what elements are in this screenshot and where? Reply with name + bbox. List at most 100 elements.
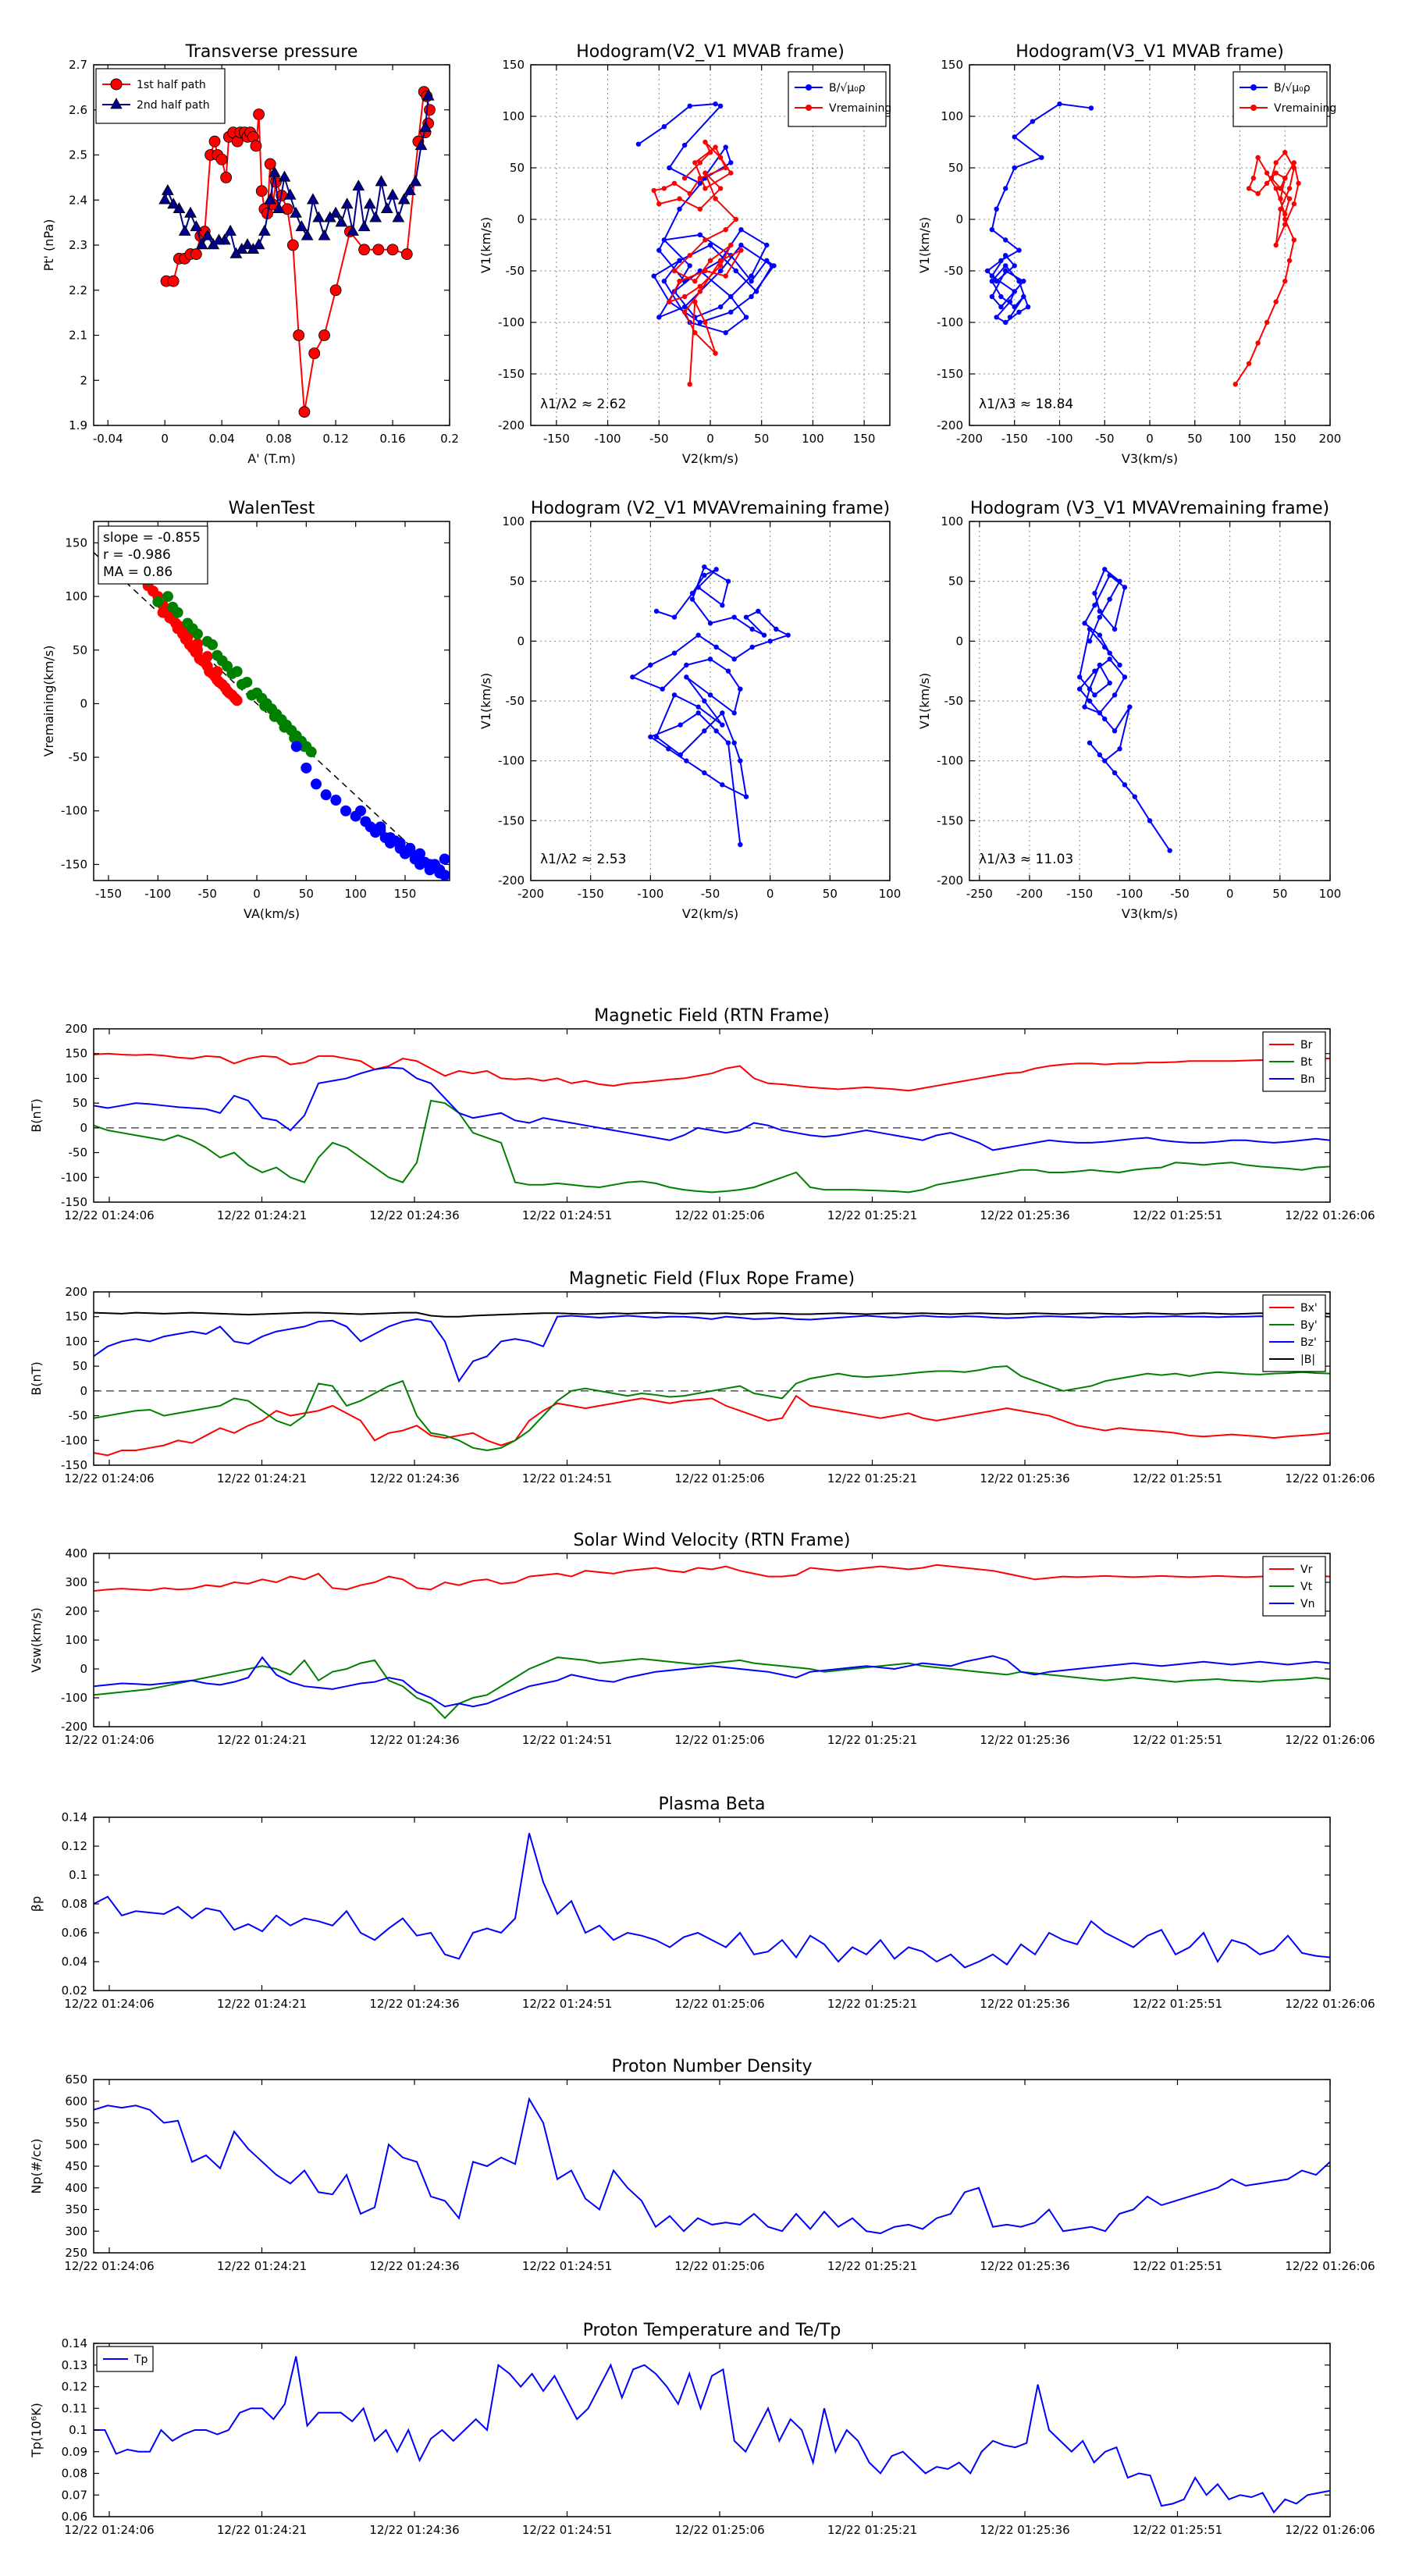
b_rtn-plot-area	[94, 1029, 1330, 1202]
walen-series-0-point	[157, 607, 169, 618]
walen-ytick-label: -150	[61, 857, 87, 871]
h4-series-0-point	[1097, 662, 1103, 668]
pt-series-1-point	[235, 242, 248, 254]
walen-series-2-point	[355, 805, 366, 817]
vsw-ytick-label: 0	[80, 1662, 87, 1676]
h4-ytick-label: 0	[955, 634, 963, 648]
pt-series-0-point	[250, 140, 262, 152]
walen-series-2-point	[375, 821, 386, 833]
h2-legend-label: B/√μ₀ρ	[1274, 82, 1311, 94]
h4-xtick-label: -150	[1066, 887, 1093, 901]
walen-series-1-point	[167, 601, 179, 613]
h3-ytick-label: 100	[502, 514, 525, 528]
tp-ytick-label: 0.11	[62, 2401, 87, 2415]
pt-series-0-point	[372, 244, 385, 256]
b_fr-xtick-label: 12/22 01:24:36	[369, 1471, 459, 1485]
h1-series-1-point	[651, 187, 656, 194]
h3-ytick-label: -50	[506, 694, 525, 708]
h4-ytick-label: -200	[937, 873, 963, 888]
np-xtick-label: 12/22 01:25:36	[980, 2259, 1069, 2273]
h4-xtick-label: -50	[1170, 887, 1190, 901]
pt-series-0-point	[386, 244, 399, 256]
h1-xtick-label: -50	[649, 432, 669, 446]
beta-ytick-label: 0.04	[62, 1955, 87, 1969]
h4-series-0-point	[1092, 590, 1097, 596]
h2-series-0-point	[1012, 289, 1017, 294]
pt-series-1-point	[295, 220, 308, 232]
h2-series-1-point	[1246, 361, 1252, 366]
h2-series-1-point	[1282, 279, 1288, 284]
h2-series-1-point	[1282, 212, 1288, 217]
pt-series-0-point	[215, 153, 228, 165]
beta-xtick-label: 12/22 01:24:36	[369, 1997, 459, 2011]
h1-series-0-point	[707, 242, 713, 248]
h1-ytick-label: 0	[517, 212, 525, 226]
vsw-legend-label: Vn	[1300, 1598, 1314, 1610]
b_fr-ytick-label: -50	[69, 1409, 88, 1423]
h4-ytick-label: -50	[944, 694, 964, 708]
h1-series-0-point	[753, 289, 759, 294]
h3-series-0-point	[738, 686, 743, 692]
h4-xtick-label: -200	[1016, 887, 1043, 901]
h1-series-0-point	[667, 165, 672, 171]
b_fr-data	[94, 1311, 1330, 1457]
walen-series-0-point	[231, 695, 243, 706]
h2-series-0-point	[989, 294, 995, 300]
walen-series-0-point	[192, 638, 203, 649]
h2-series-1-point	[1255, 190, 1261, 197]
walen-series-1-point	[298, 741, 310, 753]
h4-series-0-point	[1107, 572, 1112, 578]
walen-ytick-label: 150	[65, 535, 87, 550]
h1-series-0-point	[661, 124, 667, 130]
h3-series-0-point	[648, 662, 653, 668]
h1-series-0-point	[677, 206, 682, 212]
h1-series-1-point	[677, 196, 682, 201]
beta-panel: 0.02 0.04 0.06 0.08 0.1 0.12 0.14 12/22 01:24:0…	[29, 1795, 1375, 2011]
h1-series-0-point	[728, 294, 734, 300]
h2-series-0-point	[1003, 263, 1008, 269]
h4-xtick-label: 0	[1226, 887, 1234, 901]
tp-series-0-line	[94, 2356, 1330, 2514]
b_rtn-ytick-label: 150	[65, 1047, 87, 1061]
np-plot-area	[94, 2080, 1330, 2253]
walen-series-0-point	[212, 666, 223, 678]
pt-series-1-point	[392, 211, 405, 222]
walen-series-2-point	[434, 864, 446, 876]
np-xtick-label: 12/22 01:24:06	[64, 2259, 154, 2273]
h3-series-0-point	[774, 626, 779, 632]
h2-series-1-point	[1286, 196, 1293, 201]
h2-panel: -200 -150 -100 -50 0 50 100 150 200 -200 -150 -100 -…	[917, 42, 1341, 466]
h1-series-0-point	[687, 263, 692, 269]
pt-series-1-point	[340, 197, 354, 209]
h1-series-1-point	[702, 139, 708, 145]
pt-xlabel: A' (T.m)	[247, 451, 295, 466]
tp-xtick-label: 12/22 01:26:06	[1285, 2523, 1375, 2537]
tp-ytick-label: 0.06	[62, 2510, 87, 2524]
h2-series-1-point	[1286, 186, 1293, 191]
np-ytick-label: 650	[65, 2073, 87, 2087]
h3-ylabel: V1(km/s)	[478, 673, 493, 729]
h3-series-0-point	[660, 686, 665, 692]
pt-series-1-point	[380, 201, 393, 214]
walen-textbox-line: r = -0.986	[103, 547, 171, 563]
h1-xlabel: V2(km/s)	[682, 451, 738, 466]
walen-series-2-point	[424, 859, 436, 870]
h1-series-1-point	[723, 273, 728, 279]
h2-series-0-point	[994, 315, 999, 320]
pt-ytick-label: 1.9	[69, 418, 87, 432]
pt-panel: -0.04 0 0.04 0.08 0.12 0.16 0.2 1.9 2 2.1 2.2 2.3 2.…	[41, 42, 459, 466]
h2-series-1-point	[1273, 242, 1279, 248]
pt-ytick-label: 2.5	[69, 148, 87, 162]
walen-series-1-point	[162, 591, 173, 603]
h2-ytick-label: 100	[941, 109, 963, 123]
tp-ytick-label: 0.09	[62, 2445, 87, 2459]
np-ytick-label: 250	[65, 2246, 87, 2260]
beta-xtick-label: 12/22 01:25:36	[980, 1997, 1069, 2011]
h4-series-0-point	[1112, 692, 1118, 698]
b_rtn-ytick-label: 200	[65, 1022, 87, 1036]
h1-panel: -150 -100 -50 0 50 100 150 -200 -150 -100 -50 0 50 10…	[478, 42, 891, 466]
h3-series-0-point	[707, 656, 713, 662]
h1-series-1-point	[697, 289, 703, 294]
h1-series-1-point	[687, 190, 692, 197]
h2-ytick-label: -200	[937, 418, 963, 432]
